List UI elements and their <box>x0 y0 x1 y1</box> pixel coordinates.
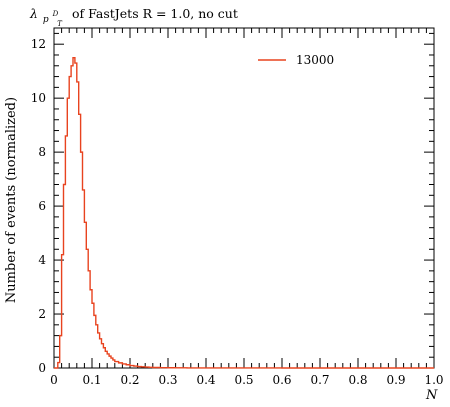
y-tick-label: 6 <box>38 199 46 213</box>
y-tick-label: 0 <box>38 361 46 375</box>
x-tick-label: 0.2 <box>120 373 139 387</box>
y-tick-label: 10 <box>31 91 46 105</box>
x-tick-label: 1.0 <box>424 373 443 387</box>
y-tick-label: 8 <box>38 145 46 159</box>
chart-title: λ p D T of FastJets R = 1.0, no cut <box>29 4 238 29</box>
x-tick-label: 0.5 <box>234 373 253 387</box>
y-tick-label: 12 <box>31 37 46 51</box>
legend-label-13000: 13000 <box>296 53 334 67</box>
x-tick-label: 0.4 <box>196 373 215 387</box>
x-tick-label: 0.6 <box>272 373 291 387</box>
x-axis-tick-labels: 0 0.1 0.2 0.3 0.4 0.5 0.6 0.7 0.8 0.9 1.0 <box>50 373 443 387</box>
y-tick-label: 2 <box>38 307 46 321</box>
y-axis-tick-labels: 0 2 4 6 8 10 12 <box>31 37 47 375</box>
x-axis-ticks <box>53 28 435 368</box>
title-rest: of FastJets R = 1.0, no cut <box>72 6 238 21</box>
x-tick-label: 0.1 <box>82 373 101 387</box>
x-tick-label: 0.3 <box>158 373 177 387</box>
x-tick-label: 0.7 <box>310 373 329 387</box>
series-13000-line <box>54 56 434 369</box>
x-tick-label: 0.8 <box>348 373 367 387</box>
title-subscript-p: p <box>43 15 49 25</box>
y-axis-ticks <box>54 32 434 369</box>
title-subscript-t: T <box>57 20 63 28</box>
title-superscript-d: D <box>52 10 59 18</box>
legend: 13000 <box>258 53 334 67</box>
x-axis-label: N <box>425 388 438 403</box>
x-tick-label: 0.9 <box>386 373 405 387</box>
plot-frame <box>53 27 435 369</box>
y-axis-label: Number of events (normalized) <box>4 97 19 303</box>
y-tick-label: 4 <box>38 253 46 267</box>
title-lambda: λ <box>29 6 38 21</box>
x-tick-label: 0 <box>50 373 58 387</box>
